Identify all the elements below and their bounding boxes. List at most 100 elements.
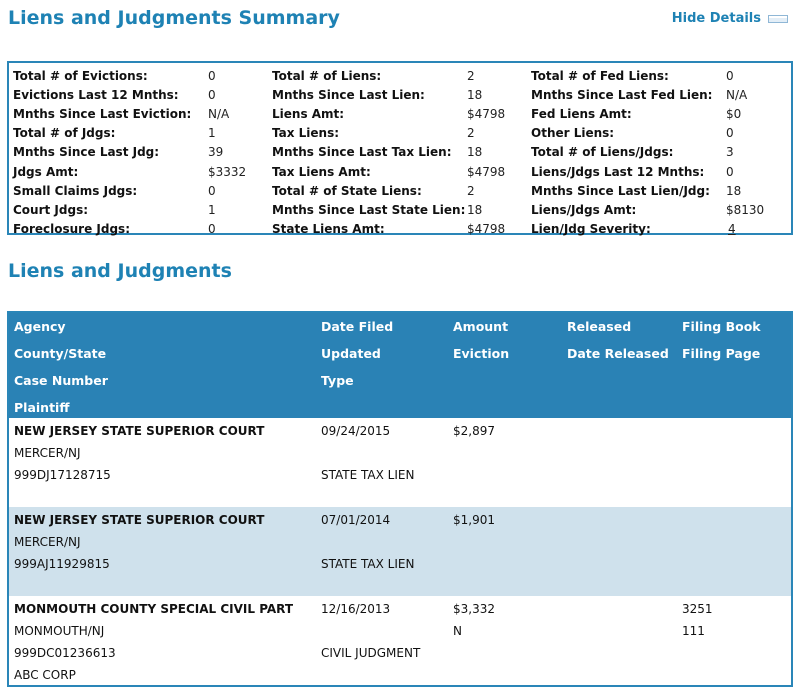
summary-row: Fed Liens Amt: $0 xyxy=(531,104,787,123)
summary-value: $4798 xyxy=(467,106,506,121)
cell-date-filed: 07/01/2014 xyxy=(321,513,391,527)
summary-row: Total # of Fed Liens: 0 xyxy=(531,66,787,85)
summary-row: Mnths Since Last State Lien: 18 xyxy=(272,200,531,219)
cell-type: STATE TAX LIEN xyxy=(321,468,415,482)
cell-amount: $2,897 xyxy=(453,424,495,438)
summary-row: Other Liens: 0 xyxy=(531,124,787,143)
liens-table: Agency County/State Case Number Plaintif… xyxy=(7,311,793,687)
summary-label: Total # of State Liens: xyxy=(272,183,422,198)
summary-label: Tax Liens: xyxy=(272,126,340,141)
cell-plaintiff: ABC CORP xyxy=(14,668,76,682)
summary-row: Tax Liens Amt: $4798 xyxy=(272,162,531,181)
summary-row: Total # of Evictions: 0 xyxy=(13,66,272,85)
summary-label: Mnths Since Last Lien: xyxy=(272,87,425,102)
summary-row: Evictions Last 12 Mnths: 0 xyxy=(13,85,272,104)
summary-value: 1 xyxy=(208,126,216,141)
header-filing-book: Filing Book xyxy=(682,319,761,334)
summary-box: Total # of Evictions: 0 Evictions Last 12… xyxy=(7,61,793,236)
cell-case-number: 999DC01236613 xyxy=(14,646,116,660)
table-row: NEW JERSEY STATE SUPERIOR COURT MERCER/N… xyxy=(9,418,791,507)
cell-agency: NEW JERSEY STATE SUPERIOR COURT xyxy=(14,513,265,527)
summary-value: 0 xyxy=(208,222,216,237)
header-date-released: Date Released xyxy=(567,346,669,361)
summary-label: Fed Liens Amt: xyxy=(531,106,632,121)
summary-label: Mnths Since Last Jdg: xyxy=(13,145,160,160)
summary-row: Total # of State Liens: 2 xyxy=(272,181,531,200)
summary-value: $8130 xyxy=(726,202,765,217)
summary-label: Jdgs Amt: xyxy=(13,164,79,179)
header-date-filed: Date Filed xyxy=(321,319,394,334)
summary-column-2: Total # of Liens: 2 Mnths Since Last Lien… xyxy=(272,66,531,239)
header-county-state: County/State xyxy=(14,346,107,361)
summary-row: Lien/Jdg Severity: 4 xyxy=(531,220,787,239)
cell-date-filed: 09/24/2015 xyxy=(321,424,391,438)
summary-value: 0 xyxy=(208,68,216,83)
summary-column-3: Total # of Fed Liens: 0 Mnths Since Last … xyxy=(531,66,787,239)
summary-value: 18 xyxy=(467,202,483,217)
cell-filing-page: 111 xyxy=(682,624,705,638)
summary-value: $3332 xyxy=(208,164,247,179)
summary-row: Small Claims Jdgs: 0 xyxy=(13,181,272,200)
summary-value: 2 xyxy=(467,126,475,141)
summary-label: Mnths Since Last Lien/Jdg: xyxy=(531,183,710,198)
cell-eviction: N xyxy=(453,624,462,638)
summary-title: Liens and Judgments Summary xyxy=(8,7,340,29)
summary-label: Evictions Last 12 Mnths: xyxy=(13,87,179,102)
summary-row: Mnths Since Last Lien: 18 xyxy=(272,85,531,104)
summary-row: Liens/Jdgs Last 12 Mnths: 0 xyxy=(531,162,787,181)
summary-label: Lien/Jdg Severity: xyxy=(531,222,651,237)
summary-label: Total # of Fed Liens: xyxy=(531,68,669,83)
summary-row: Court Jdgs: 1 xyxy=(13,200,272,219)
summary-label: Tax Liens Amt: xyxy=(272,164,371,179)
summary-row: Jdgs Amt: $3332 xyxy=(13,162,272,181)
summary-label: Total # of Liens/Jdgs: xyxy=(531,145,674,160)
cell-amount: $3,332 xyxy=(453,602,495,616)
cell-type: STATE TAX LIEN xyxy=(321,557,415,571)
severity-link[interactable]: 4 xyxy=(728,222,736,237)
table-row: NEW JERSEY STATE SUPERIOR COURT MERCER/N… xyxy=(9,507,791,596)
collapse-icon[interactable] xyxy=(768,14,788,23)
summary-row: Liens Amt: $4798 xyxy=(272,104,531,123)
summary-label: Foreclosure Jdgs: xyxy=(13,222,130,237)
summary-label: Mnths Since Last Tax Lien: xyxy=(272,145,452,160)
cell-case-number: 999DJ17128715 xyxy=(14,468,111,482)
summary-label: Other Liens: xyxy=(531,126,615,141)
summary-label: Mnths Since Last Eviction: xyxy=(13,106,192,121)
summary-row: Mnths Since Last Lien/Jdg: 18 xyxy=(531,181,787,200)
header-eviction: Eviction xyxy=(453,346,510,361)
summary-value: 39 xyxy=(208,145,224,160)
summary-label: Total # of Jdgs: xyxy=(13,126,116,141)
header-filing-page: Filing Page xyxy=(682,346,761,361)
summary-value: N/A xyxy=(726,87,748,102)
hide-details-label[interactable]: Hide Details xyxy=(671,11,761,26)
summary-value: 1 xyxy=(208,202,216,217)
summary-value: 0 xyxy=(726,126,734,141)
hide-details-button[interactable]: Hide Details xyxy=(672,11,788,26)
summary-label: Liens/Jdgs Last 12 Mnths: xyxy=(531,164,705,179)
summary-label: Small Claims Jdgs: xyxy=(13,183,138,198)
summary-row: Foreclosure Jdgs: 0 xyxy=(13,220,272,239)
summary-value: 18 xyxy=(467,87,483,102)
cell-agency: MONMOUTH COUNTY SPECIAL CIVIL PART xyxy=(14,602,294,616)
header-plaintiff: Plaintiff xyxy=(14,400,70,415)
summary-label: Liens Amt: xyxy=(272,106,345,121)
header-type: Type xyxy=(321,373,354,388)
cell-county-state: MONMOUTH/NJ xyxy=(14,624,105,638)
cell-county-state: MERCER/NJ xyxy=(14,446,81,460)
summary-row: Liens/Jdgs Amt: $8130 xyxy=(531,200,787,219)
cell-filing-book: 3251 xyxy=(682,602,713,616)
summary-label: Court Jdgs: xyxy=(13,202,89,217)
cell-case-number: 999AJ11929815 xyxy=(14,557,110,571)
summary-row: Mnths Since Last Jdg: 39 xyxy=(13,143,272,162)
summary-column-1: Total # of Evictions: 0 Evictions Last 12… xyxy=(13,66,272,239)
summary-value: 18 xyxy=(467,145,483,160)
summary-value: $4798 xyxy=(467,222,506,237)
cell-amount: $1,901 xyxy=(453,513,495,527)
summary-value: 0 xyxy=(726,68,734,83)
cell-type: CIVIL JUDGMENT xyxy=(321,646,421,660)
summary-value: 3 xyxy=(726,145,734,160)
summary-label: Mnths Since Last State Lien: xyxy=(272,202,466,217)
summary-value: $0 xyxy=(726,106,742,121)
table-header: Agency County/State Case Number Plaintif… xyxy=(9,313,791,418)
summary-row: Total # of Jdgs: 1 xyxy=(13,124,272,143)
